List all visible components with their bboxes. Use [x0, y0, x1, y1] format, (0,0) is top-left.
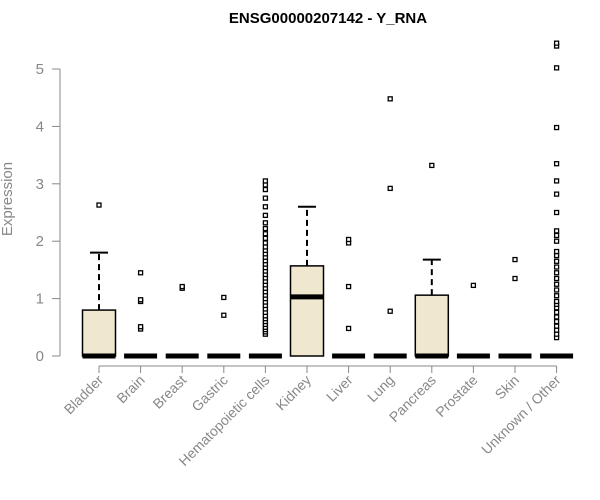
outlier-point [553, 40, 560, 46]
outlier-point [262, 231, 269, 237]
y-tick-label: 5 [36, 61, 44, 78]
outlier-point [553, 248, 560, 255]
outlier-point [553, 281, 560, 287]
y-tick-label: 1 [36, 291, 44, 308]
outlier-point [553, 264, 560, 270]
outlier-point [512, 256, 518, 263]
outlier-point [262, 225, 269, 232]
outlier-point [387, 185, 393, 192]
box-group [289, 205, 325, 357]
outlier-point [429, 162, 435, 169]
outlier-point [387, 96, 393, 102]
outlier-point [262, 240, 269, 246]
y-axis-label: Expression [0, 162, 16, 236]
x-tick-label: Brain [113, 372, 147, 406]
box [289, 265, 325, 357]
y-tick-label: 4 [36, 118, 44, 135]
outlier-point [137, 297, 144, 303]
x-tick-label: Bladder [61, 372, 107, 418]
outlier-point [553, 318, 560, 325]
y-axis: 0 1 2 3 4 5 [36, 61, 61, 365]
outlier-point [221, 312, 227, 318]
outlier-point [470, 282, 477, 289]
outlier-point [553, 287, 560, 293]
outlier-point [345, 325, 352, 332]
box-group [414, 162, 450, 359]
box-group [207, 294, 241, 359]
box-group [124, 270, 158, 359]
outlier-point [345, 283, 352, 290]
x-tick-label: Unknown / Other [478, 372, 564, 458]
box-group [332, 236, 366, 359]
box-group [373, 96, 407, 359]
box-group [248, 178, 282, 359]
outlier-point [96, 202, 102, 208]
outlier-point [262, 204, 269, 210]
outlier-point [262, 235, 269, 241]
outlier-point [137, 324, 144, 330]
box-group [165, 283, 199, 359]
x-tick-label: Kidney [273, 372, 315, 414]
outlier-point [553, 232, 560, 239]
box-group [498, 256, 532, 359]
x-tick-label: Breast [149, 372, 189, 412]
outlier-point [553, 178, 560, 184]
outlier-point [553, 258, 560, 264]
outlier-point [553, 293, 560, 299]
box-group [456, 282, 490, 359]
outlier-point [553, 323, 560, 329]
box-group [81, 202, 117, 359]
outlier-point [553, 270, 560, 276]
y-tick-label: 3 [36, 176, 44, 193]
y-tick-label: 0 [36, 348, 44, 365]
outlier-point [553, 209, 560, 216]
outlier-point [553, 161, 560, 167]
outlier-point [221, 294, 227, 301]
box [414, 294, 450, 357]
box-group [540, 40, 574, 359]
outlier-point [553, 275, 560, 282]
outlier-point [262, 220, 269, 226]
outlier-point [179, 283, 185, 290]
outlier-point [553, 65, 560, 71]
outlier-point [262, 186, 269, 193]
chart-title: ENSG00000207142 - Y_RNA [229, 10, 427, 27]
outlier-point [553, 314, 560, 320]
outlier-point [262, 212, 269, 219]
outlier-point [553, 309, 560, 316]
outlier-point [262, 178, 269, 184]
outlier-point [553, 238, 560, 244]
outlier-point [553, 228, 560, 234]
x-tick-label: Lung [364, 372, 397, 405]
x-tick-label: Prostate [432, 372, 480, 420]
y-tick-label: 2 [36, 233, 44, 250]
x-tick-label: Skin [492, 372, 523, 403]
box [81, 309, 117, 357]
outlier-point [512, 275, 518, 282]
boxes [81, 40, 574, 359]
outlier-point [553, 124, 560, 131]
outlier-point [262, 195, 269, 201]
outlier-point [345, 236, 352, 243]
outlier-point [137, 270, 144, 276]
outlier-point [387, 308, 393, 314]
x-tick-label: Liver [323, 372, 356, 405]
outlier-point [553, 191, 560, 197]
outlier-point [553, 298, 560, 305]
